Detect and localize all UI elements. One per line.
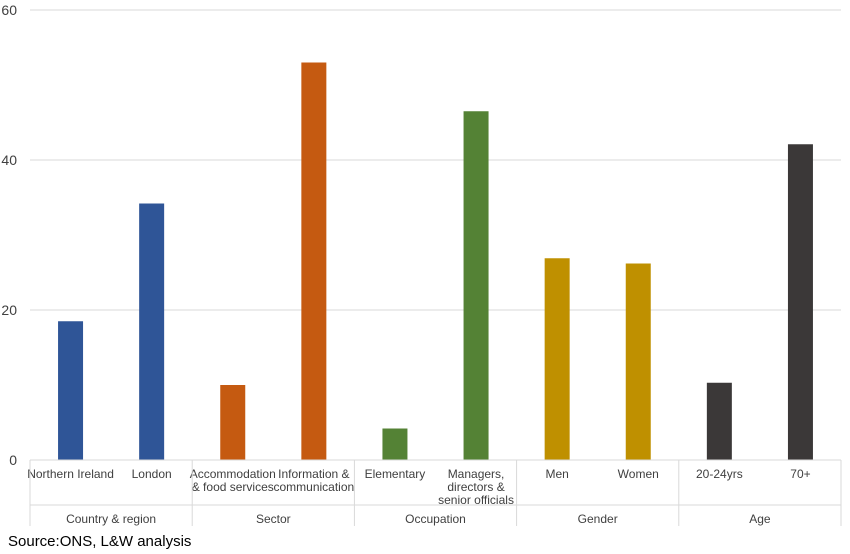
y-axis-tick-labels: 0 20 40 60: [1, 2, 17, 468]
group-label: Occupation: [405, 512, 466, 526]
category-label: Men: [545, 467, 568, 481]
bar: [220, 385, 246, 460]
category-label: Elementary: [365, 467, 426, 481]
bar: [382, 428, 408, 460]
group-label: Sector: [256, 512, 291, 526]
bar: [463, 111, 489, 460]
bars: [58, 62, 813, 460]
group-separators: [29, 459, 842, 526]
y-tick-label: 40: [1, 152, 17, 168]
source-note: Source:ONS, L&W analysis: [8, 533, 192, 550]
y-tick-label: 0: [9, 452, 17, 468]
category-label: Northern Ireland: [27, 467, 114, 481]
x-axis-group-labels: Country & region Sector Occupation Gender Ag…: [66, 512, 771, 526]
category-label: 70+: [790, 467, 810, 481]
y-tick-label: 20: [1, 302, 17, 318]
group-label: Age: [749, 512, 771, 526]
category-label: Accommodation & food services: [190, 467, 276, 494]
bar: [139, 203, 165, 460]
y-tick-label: 60: [1, 2, 17, 18]
bar: [787, 144, 813, 460]
group-label: Country & region: [66, 512, 156, 526]
bar: [706, 382, 732, 460]
category-label: Information & communication: [273, 467, 354, 494]
group-label: Gender: [578, 512, 618, 526]
x-axis-category-labels: Northern Ireland London Accommodation & foo…: [27, 467, 810, 507]
category-label: Managers, directors & senior officials: [438, 467, 514, 507]
bar: [625, 263, 651, 460]
category-label: Women: [618, 467, 659, 481]
category-label: London: [132, 467, 172, 481]
bar: [58, 321, 84, 460]
bar: [301, 62, 327, 460]
bar: [544, 258, 570, 460]
category-label: 20-24yrs: [696, 467, 743, 481]
